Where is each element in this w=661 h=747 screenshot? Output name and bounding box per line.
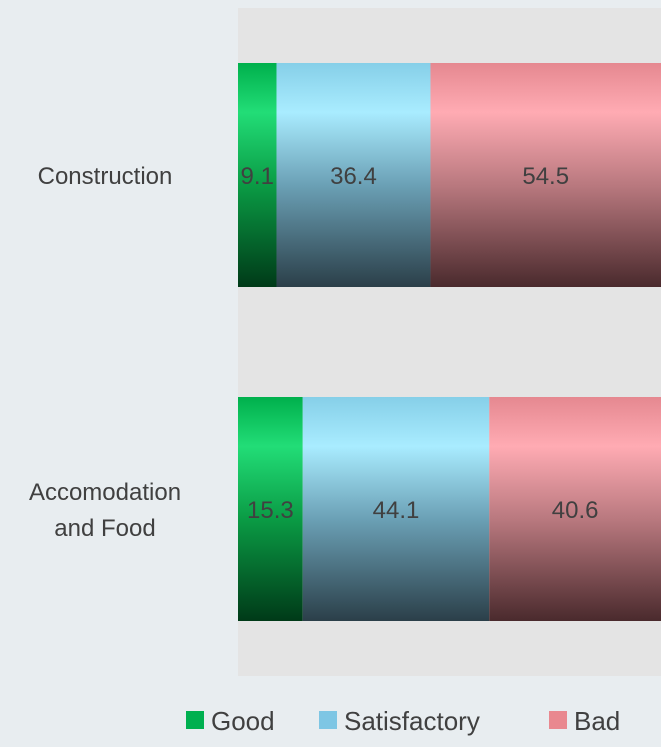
bar-satisfactory-accomodation-and-food [302,397,490,621]
value-label-bad-accomodation-and-food: 40.6 [552,497,599,524]
legend-item-good: Good [186,706,275,736]
legend-swatch-satisfactory [319,711,337,729]
value-label-satisfactory-construction: 36.4 [330,163,377,190]
bar-bad-accomodation-and-food [489,397,661,621]
category-labels: Construction Accomodation and Food [29,163,181,542]
legend-item-satisfactory: Satisfactory [319,706,480,736]
category-label-accomodation-and-food: Accomodation and Food [29,479,181,542]
category-label-construction: Construction [38,163,173,190]
legend-label-bad: Bad [574,706,620,736]
value-label-bad-construction: 54.5 [522,163,569,190]
legend-swatch-bad [549,711,567,729]
legend-label-satisfactory: Satisfactory [344,706,480,736]
bars-group: 9.1 36.4 54.5 15.3 44.1 40.6 [238,63,661,621]
legend-swatch-good [186,711,204,729]
bar-bad-construction [430,63,661,287]
legend-label-good: Good [211,706,275,736]
legend: Good Satisfactory Bad [186,706,620,736]
value-label-good-construction: 9.1 [241,163,274,190]
value-label-good-accomodation-and-food: 15.3 [247,497,294,524]
value-label-satisfactory-accomodation-and-food: 44.1 [373,497,420,524]
bar-satisfactory-construction [276,63,431,287]
bar-good-accomodation-and-food [238,397,303,621]
bar-good-construction [238,63,277,287]
legend-item-bad: Bad [549,706,620,736]
